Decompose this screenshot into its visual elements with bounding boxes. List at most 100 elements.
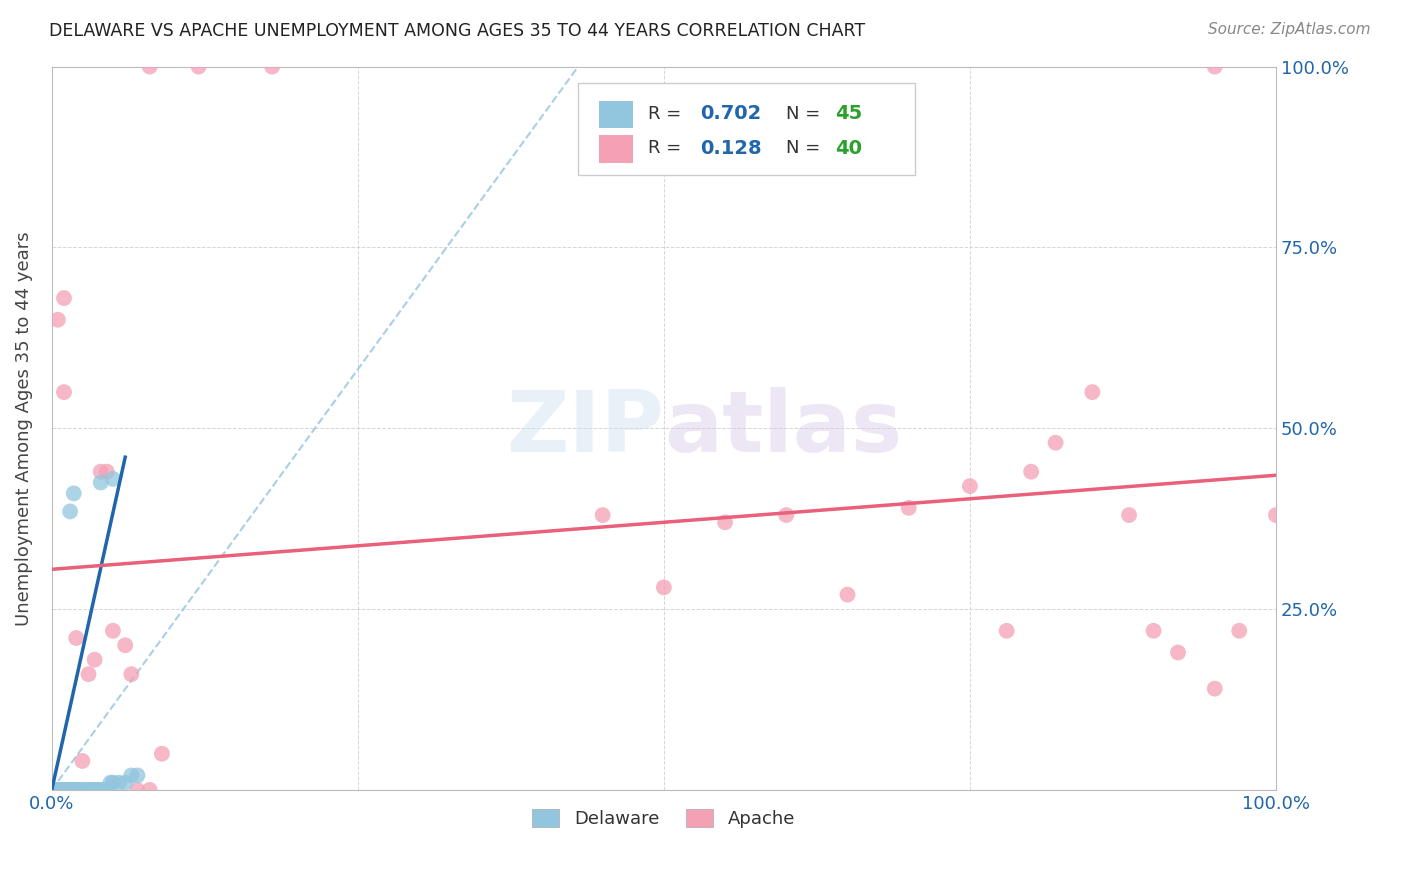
Point [1045,435,1067,450]
Point [53,783,76,797]
Point [837,588,859,602]
Point [46,312,69,326]
Point [53,291,76,305]
Point [959,479,981,493]
Point [101,775,124,789]
Text: R =: R = [648,104,681,122]
Point [1142,624,1164,638]
Point [83,783,105,797]
Point [187,60,209,74]
Text: N =: N = [786,104,821,122]
Point [46,783,69,797]
Point [62,783,84,797]
Point [897,500,920,515]
Point [775,508,797,522]
Point [66,783,89,797]
Point [96,465,118,479]
Point [46,783,69,797]
Point [65,783,87,797]
Point [652,581,675,595]
Point [995,624,1018,638]
Point [1118,508,1140,522]
Point [65,631,87,645]
Point [1227,624,1250,638]
Text: 0.128: 0.128 [700,139,762,158]
Point [53,783,76,797]
Text: R =: R = [648,139,681,157]
Point [1167,645,1189,659]
Point [96,783,118,797]
Point [60,783,83,797]
Point [138,783,160,797]
Point [59,783,82,797]
Point [67,783,90,797]
Text: 40: 40 [835,139,862,158]
Point [75,783,97,797]
Point [73,783,96,797]
Text: N =: N = [786,139,821,157]
Text: Source: ZipAtlas.com: Source: ZipAtlas.com [1208,22,1371,37]
Point [44,783,66,797]
Point [100,775,122,789]
Point [90,475,112,490]
FancyBboxPatch shape [599,101,633,128]
Text: ZIP: ZIP [506,387,664,470]
Point [1204,681,1226,696]
Point [83,653,105,667]
Point [56,783,79,797]
Point [1081,385,1104,400]
Point [55,783,77,797]
Point [90,783,112,797]
Point [69,783,91,797]
Y-axis label: Unemployment Among Ages 35 to 44 years: Unemployment Among Ages 35 to 44 years [15,231,32,625]
Point [127,783,149,797]
Point [62,783,84,797]
Point [91,783,114,797]
Point [114,638,136,652]
Point [63,783,86,797]
Point [59,504,82,518]
Legend: Delaware, Apache: Delaware, Apache [526,801,803,835]
Point [150,747,173,761]
Point [108,775,131,789]
Point [82,783,104,797]
Point [84,783,107,797]
Point [62,486,84,500]
Text: atlas: atlas [664,387,903,470]
Point [65,783,87,797]
Point [41,783,63,797]
Point [72,754,94,768]
Point [45,783,67,797]
Point [1265,508,1288,522]
Point [101,472,124,486]
Point [53,385,76,400]
Point [87,783,110,797]
Point [48,783,70,797]
Point [58,783,80,797]
Point [262,60,284,74]
FancyBboxPatch shape [578,83,915,175]
Point [90,465,112,479]
Point [1019,465,1042,479]
Point [114,775,136,789]
Point [714,516,737,530]
Point [51,783,73,797]
Point [120,768,142,782]
Text: 0.702: 0.702 [700,104,762,123]
Point [592,508,614,522]
Text: 45: 45 [835,104,862,123]
Point [77,667,100,681]
Point [52,783,75,797]
Point [138,60,160,74]
Point [53,783,76,797]
FancyBboxPatch shape [599,136,633,163]
Point [72,783,94,797]
Point [44,783,66,797]
Point [59,783,82,797]
Point [49,783,72,797]
Point [1204,60,1226,74]
Point [127,768,149,782]
Point [120,667,142,681]
Point [80,783,103,797]
Point [101,624,124,638]
